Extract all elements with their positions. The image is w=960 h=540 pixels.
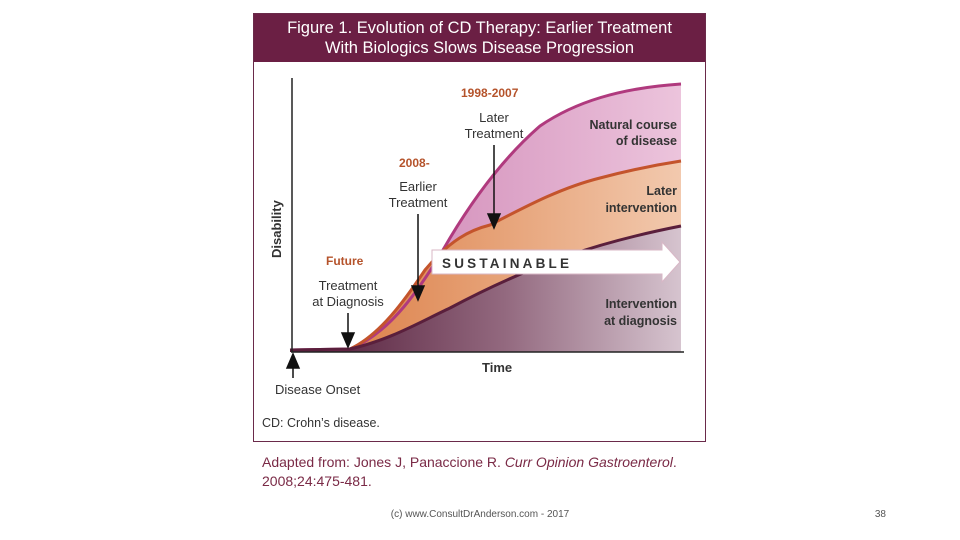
- later-intervention-label-line1: Later: [646, 184, 677, 198]
- slide-page-number: 38: [874, 509, 886, 520]
- treatment-at-diagnosis-label-line2: at Diagnosis: [312, 294, 384, 309]
- treatment-at-diagnosis-label-line1: Treatment: [319, 278, 378, 293]
- y-axis-label: Disability: [269, 199, 284, 258]
- intervention-at-diagnosis-label-line1: Intervention: [605, 297, 677, 311]
- later-treatment-pointer: [486, 145, 502, 230]
- treatment-at-diagnosis-pointer: [340, 313, 356, 349]
- sustainable-arrow: [431, 240, 681, 284]
- later-intervention-curve: [349, 159, 682, 351]
- earlier-treatment-label-line2: Treatment: [389, 195, 448, 210]
- figure-title-line2: With Biologics Slows Disease Progression: [324, 39, 635, 57]
- disease-onset-label: Disease Onset: [275, 382, 361, 397]
- figure-title-line1: Figure 1. Evolution of CD Therapy: Earli…: [287, 19, 672, 37]
- citation-line2: 2008;24:475-481.: [262, 473, 372, 489]
- intervention-at-diagnosis-label-line2: at diagnosis: [604, 314, 677, 328]
- figure-title-bar: Figure 1. Evolution of CD Therapy: Earli…: [254, 14, 705, 62]
- earlier-treatment-pointer: [410, 214, 426, 302]
- citation-suffix: .: [672, 454, 677, 470]
- citation-journal: Curr Opinion Gastroenterol: [504, 454, 673, 470]
- earlier-treatment-label-line1: Earlier: [399, 179, 437, 194]
- footer-copyright: (c) www.ConsultDrAnderson.com - 2017: [390, 509, 570, 520]
- era-label-1998-2007: 1998-2007: [461, 86, 519, 100]
- later-treatment-label-line1: Later: [479, 110, 509, 125]
- era-label-future: Future: [326, 254, 364, 268]
- intervention-at-diagnosis-curve: [289, 224, 682, 352]
- citation-prefix: Adapted from: Jones J, Panaccione R.: [262, 454, 505, 470]
- natural-course-label-line1: Natural course: [589, 118, 677, 132]
- citation-line1: Adapted from: Jones J, Panaccione R. Cur…: [262, 453, 677, 472]
- later-intervention-label-line2: intervention: [605, 201, 677, 215]
- natural-course-curve: [289, 82, 682, 352]
- natural-course-label-line2: of disease: [616, 134, 677, 148]
- figure-footnote: CD: Crohn’s disease.: [262, 416, 380, 430]
- citation: Adapted from: Jones J, Panaccione R. Cur…: [262, 453, 677, 491]
- sustainable-arrow-label: SUSTAINABLE: [442, 256, 572, 271]
- later-treatment-label-line2: Treatment: [465, 126, 524, 141]
- era-label-2008: 2008-: [399, 156, 430, 170]
- x-axis-label: Time: [482, 360, 512, 375]
- disease-onset-pointer: [285, 352, 301, 378]
